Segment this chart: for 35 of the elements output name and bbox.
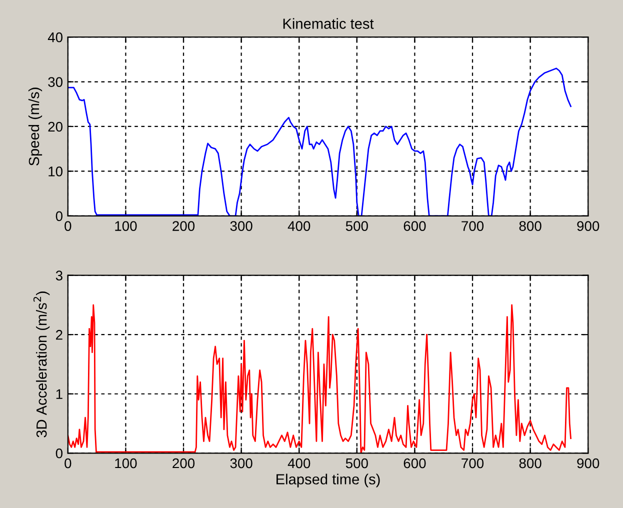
y-axis-title: Speed (m/s)	[28, 88, 42, 166]
x-tick-label: 200	[172, 221, 195, 231]
x-tick-label: 600	[404, 458, 426, 468]
line-series	[68, 68, 572, 216]
y-tick-label: 3	[56, 270, 62, 281]
y-tick-label: 10	[48, 166, 63, 176]
y-tick-label: 40	[48, 32, 63, 42]
x-tick-label: 600	[404, 221, 426, 231]
x-tick-label: 900	[577, 458, 600, 468]
x-tick-label: 900	[577, 221, 600, 231]
x-tick-label: 700	[462, 221, 484, 231]
x-tick-label: 100	[115, 221, 137, 231]
x-tick-label: 200	[172, 458, 195, 468]
y-tick-label: 0	[56, 211, 63, 222]
x-tick-label: 500	[346, 221, 368, 231]
y-tick-label: 30	[48, 77, 63, 87]
chart-title: Kinematic test	[283, 18, 374, 29]
x-tick-label: 500	[346, 458, 368, 468]
x-tick-label: 400	[288, 221, 310, 231]
y-axis-title: 3D Acceleration (m/s$^{2}$)	[33, 292, 50, 438]
x-tick-label: 700	[462, 458, 484, 468]
y-tick-label: 0	[56, 448, 63, 458]
x-tick-label: 300	[230, 458, 252, 468]
line-series	[68, 304, 572, 454]
x-tick-label: 300	[230, 221, 252, 231]
x-tick-label: 800	[519, 458, 542, 468]
x-tick-label: 0	[64, 458, 72, 468]
y-tick-label: 2	[56, 330, 62, 340]
x-tick-label: 0	[64, 221, 72, 231]
x-axis-title: Elapsed time (s)	[276, 474, 380, 488]
x-tick-label: 100	[115, 458, 137, 468]
y-tick-label: 1	[56, 389, 62, 399]
y-tick-label: 20	[48, 122, 63, 132]
x-tick-label: 400	[288, 458, 310, 468]
x-tick-label: 800	[519, 221, 542, 231]
